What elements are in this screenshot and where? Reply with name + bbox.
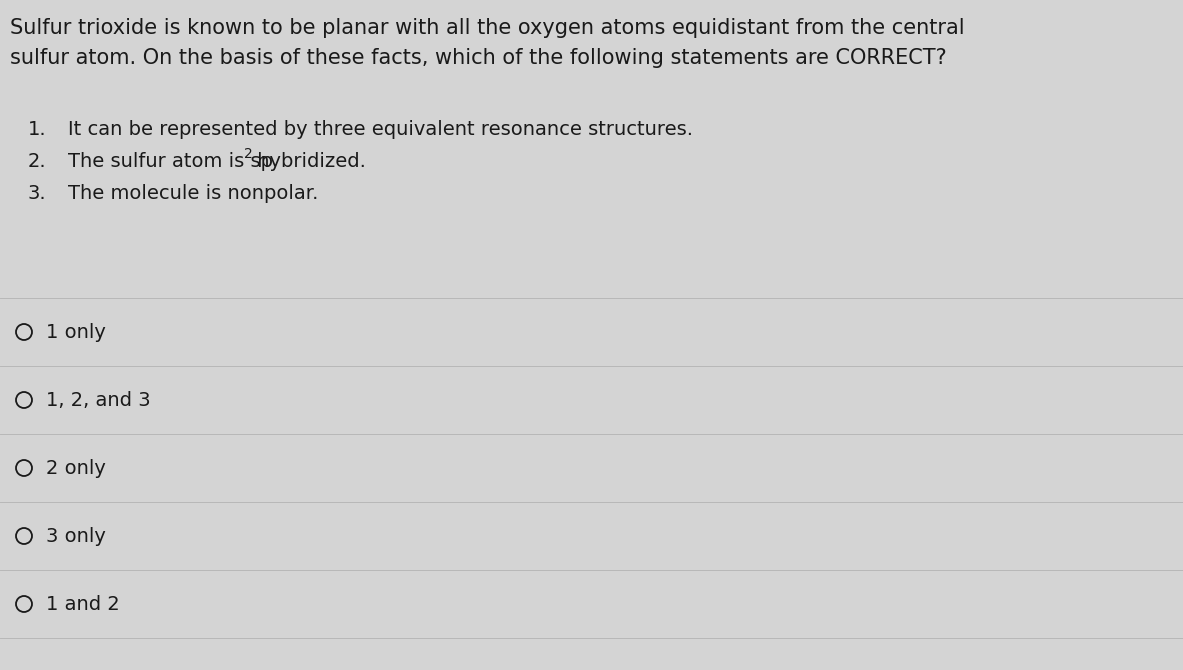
Text: The sulfur atom is sp: The sulfur atom is sp — [67, 152, 273, 171]
Text: 1, 2, and 3: 1, 2, and 3 — [46, 391, 150, 409]
Text: The molecule is nonpolar.: The molecule is nonpolar. — [67, 184, 318, 203]
Text: 1.: 1. — [28, 120, 46, 139]
Text: 2: 2 — [245, 147, 253, 161]
Text: It can be represented by three equivalent resonance structures.: It can be represented by three equivalen… — [67, 120, 693, 139]
Text: 1 only: 1 only — [46, 322, 105, 342]
Text: 2 only: 2 only — [46, 458, 105, 478]
Text: 2.: 2. — [28, 152, 46, 171]
Text: Sulfur trioxide is known to be planar with all the oxygen atoms equidistant from: Sulfur trioxide is known to be planar wi… — [9, 18, 964, 38]
Text: hybridized.: hybridized. — [251, 152, 366, 171]
Text: 3 only: 3 only — [46, 527, 105, 545]
Text: 3.: 3. — [28, 184, 46, 203]
Text: sulfur atom. On the basis of these facts, which of the following statements are : sulfur atom. On the basis of these facts… — [9, 48, 946, 68]
Text: 1 and 2: 1 and 2 — [46, 594, 119, 614]
